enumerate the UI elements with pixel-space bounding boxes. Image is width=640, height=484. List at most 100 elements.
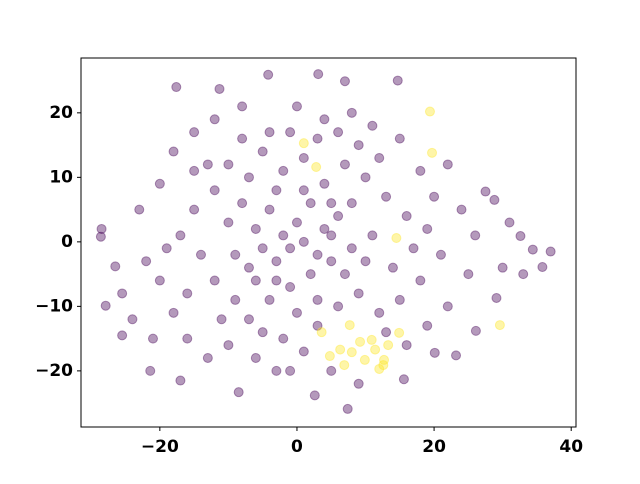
point (346, 243, 357, 254)
point (463, 269, 474, 280)
point (381, 327, 392, 338)
point (312, 133, 323, 144)
point (494, 320, 505, 331)
point (285, 243, 296, 254)
point (394, 133, 405, 144)
point (243, 262, 254, 273)
point (278, 333, 289, 344)
point (202, 352, 213, 363)
point (359, 354, 370, 365)
point (117, 330, 128, 341)
point (230, 294, 241, 305)
point (319, 114, 330, 125)
x-tick-label: 20 (422, 437, 446, 457)
point (456, 204, 467, 215)
point (360, 172, 371, 183)
point (391, 232, 402, 243)
point (147, 333, 158, 344)
point (515, 231, 526, 242)
point (339, 360, 350, 371)
point (442, 301, 453, 312)
point (360, 256, 371, 267)
point (442, 159, 453, 170)
point (378, 360, 389, 371)
point (214, 83, 225, 94)
point (298, 346, 309, 357)
point (154, 275, 165, 286)
point (95, 231, 106, 242)
point (243, 314, 254, 325)
point (271, 365, 282, 376)
point (141, 256, 152, 267)
x-tick-label: 40 (559, 437, 583, 457)
point (209, 114, 220, 125)
point (271, 275, 282, 286)
point (451, 350, 462, 361)
point (353, 140, 364, 151)
point (285, 127, 296, 138)
point (96, 223, 107, 234)
point (313, 69, 324, 80)
y-tick-label: 0 (61, 232, 73, 252)
point (480, 186, 491, 197)
point (316, 327, 327, 338)
point (422, 320, 433, 331)
point (398, 374, 409, 385)
point (319, 178, 330, 189)
point (110, 261, 121, 272)
point (271, 185, 282, 196)
point (333, 127, 344, 138)
point (271, 256, 282, 267)
point (408, 243, 419, 254)
point (311, 162, 322, 173)
point (346, 107, 357, 118)
point (264, 204, 275, 215)
point (374, 307, 385, 318)
point (209, 185, 220, 196)
point (394, 294, 405, 305)
point (353, 288, 364, 299)
point (257, 243, 268, 254)
x-tick-label: −20 (141, 437, 179, 457)
point (374, 363, 385, 374)
point (333, 301, 344, 312)
point (127, 314, 138, 325)
point (422, 223, 433, 234)
point (324, 351, 335, 362)
point (154, 178, 165, 189)
point (264, 127, 275, 138)
point (305, 198, 316, 209)
point (381, 191, 392, 202)
point (335, 344, 346, 355)
point (429, 191, 440, 202)
point (233, 387, 244, 398)
y-tick-label: 10 (49, 167, 73, 187)
point (100, 300, 111, 311)
point (497, 262, 508, 273)
point (392, 75, 403, 86)
point (415, 165, 426, 176)
point (257, 146, 268, 157)
point (161, 243, 172, 254)
point (291, 307, 302, 318)
point (545, 246, 556, 257)
point (145, 365, 156, 376)
point (518, 269, 529, 280)
point (298, 185, 309, 196)
point (344, 320, 355, 331)
point (312, 294, 323, 305)
point (470, 230, 481, 241)
point (401, 340, 412, 351)
point (195, 249, 206, 260)
point (339, 76, 350, 87)
point (401, 211, 412, 222)
plot-frame (80, 57, 577, 428)
y-tick-label: −20 (35, 361, 73, 381)
point (504, 217, 515, 228)
point (435, 249, 446, 260)
point (387, 262, 398, 273)
point (319, 223, 330, 234)
point (202, 159, 213, 170)
point (374, 152, 385, 163)
